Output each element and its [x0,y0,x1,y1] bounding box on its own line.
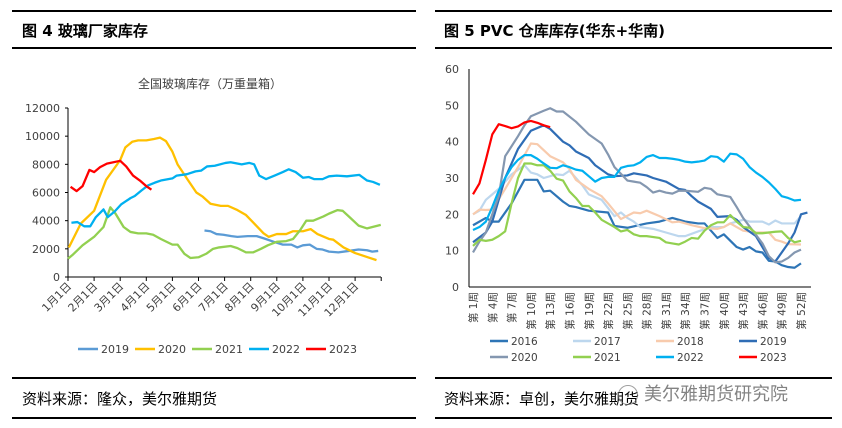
x-tick-label: 第 34周 [679,292,692,330]
left-caption-rule [12,47,416,49]
y-tick-label: 6000 [32,187,60,200]
left-caption: 图 4 玻璃厂家库存 [22,22,148,40]
right-source-top-rule [435,377,832,379]
left-source-bottom-rule [12,417,416,419]
x-tick-label: 第 31周 [660,292,673,330]
y-tick-label: 2000 [32,243,60,256]
right-caption-rule [435,47,832,49]
y-tick-label: 10 [445,245,459,258]
x-tick-label: 第 43周 [737,292,750,330]
series-line-2022 [71,161,381,228]
legend-label-2023: 2023 [760,352,787,364]
right-source-bottom-rule [435,417,832,419]
left-source-top-rule [12,377,416,379]
watermark-text: 美尔雅期货研究院 [644,384,788,405]
y-tick-label: 60 [445,63,459,76]
x-tick-label: 第 1周 [467,292,480,323]
right-caption: 图 5 PVC 仓库库存(华东+华南) [444,22,665,40]
right-source: 资料来源：卓创，美尔雅期货 [444,390,640,408]
chart-title: 全国玻璃库存（万重量箱） [138,76,282,91]
left-source: 资料来源：隆众，美尔雅期货 [22,390,218,408]
y-tick-label: 30 [445,172,459,185]
x-tick-label: 第 7周 [506,292,519,323]
x-tick-label: 第 46周 [756,292,769,330]
legend-label-2019: 2019 [101,343,129,356]
legend-label-2020: 2020 [158,343,186,356]
series-line-2017 [472,164,802,238]
series-line-2022 [472,152,802,231]
series-line-2016 [472,178,802,269]
y-tick-label: 4000 [32,215,60,228]
legend-label-2016: 2016 [511,336,538,348]
legend-label-2021: 2021 [594,352,621,364]
x-tick-label: 第 16周 [563,292,576,330]
series-line-2020 [67,136,377,262]
x-tick-label: 第 4周 [486,292,499,323]
legend-label-2021: 2021 [215,343,243,356]
legend-label-2020: 2020 [511,352,538,364]
y-tick-label: 50 [445,99,459,112]
legend-label-2023: 2023 [329,343,357,356]
legend-label-2018: 2018 [677,336,704,348]
x-tick-label: 第 19周 [583,292,596,330]
series-line-2020 [472,107,802,264]
y-tick-label: 8000 [32,158,60,171]
legend-label-2022: 2022 [272,343,300,356]
legend-label-2022: 2022 [677,352,704,364]
y-tick-label: 0 [452,281,459,294]
x-tick-label: 第 28周 [641,292,654,330]
series-line-2021 [472,162,802,247]
left-top-rule [12,10,416,12]
watermark: 美尔雅期货研究院 [618,380,788,406]
x-tick-label: 第 13周 [544,292,557,330]
x-tick-label: 第 40周 [718,292,731,330]
x-tick-label: 第 10周 [525,292,538,330]
right-top-rule [435,10,832,12]
wechat-icon [618,385,638,405]
pvc-inventory-chart: 0 10 20 30 40 50 60 第 1周第 4周第 7周第 10周第 13周第 16周… [445,63,811,364]
legend-label-2017: 2017 [594,336,621,348]
x-tick-label: 第 22周 [602,292,615,330]
legend-label-2019: 2019 [760,336,787,348]
y-tick-label: 0 [53,271,60,284]
x-tick-label: 第 37周 [699,292,712,330]
y-tick-label: 10000 [25,130,60,143]
x-tick-label: 第 25周 [621,292,634,330]
series-line-2019 [472,124,808,263]
glass-inventory-chart: 全国玻璃库存（万重量箱）0200040006000800010000120001… [25,76,382,356]
x-tick-label: 第 52周 [795,292,808,330]
x-tick-label: 第 49周 [776,292,789,330]
y-tick-label: 12000 [25,102,60,115]
y-tick-label: 40 [445,136,459,149]
y-tick-label: 20 [445,208,459,221]
series-line-2023 [69,159,153,193]
series-line-2023 [472,119,551,195]
